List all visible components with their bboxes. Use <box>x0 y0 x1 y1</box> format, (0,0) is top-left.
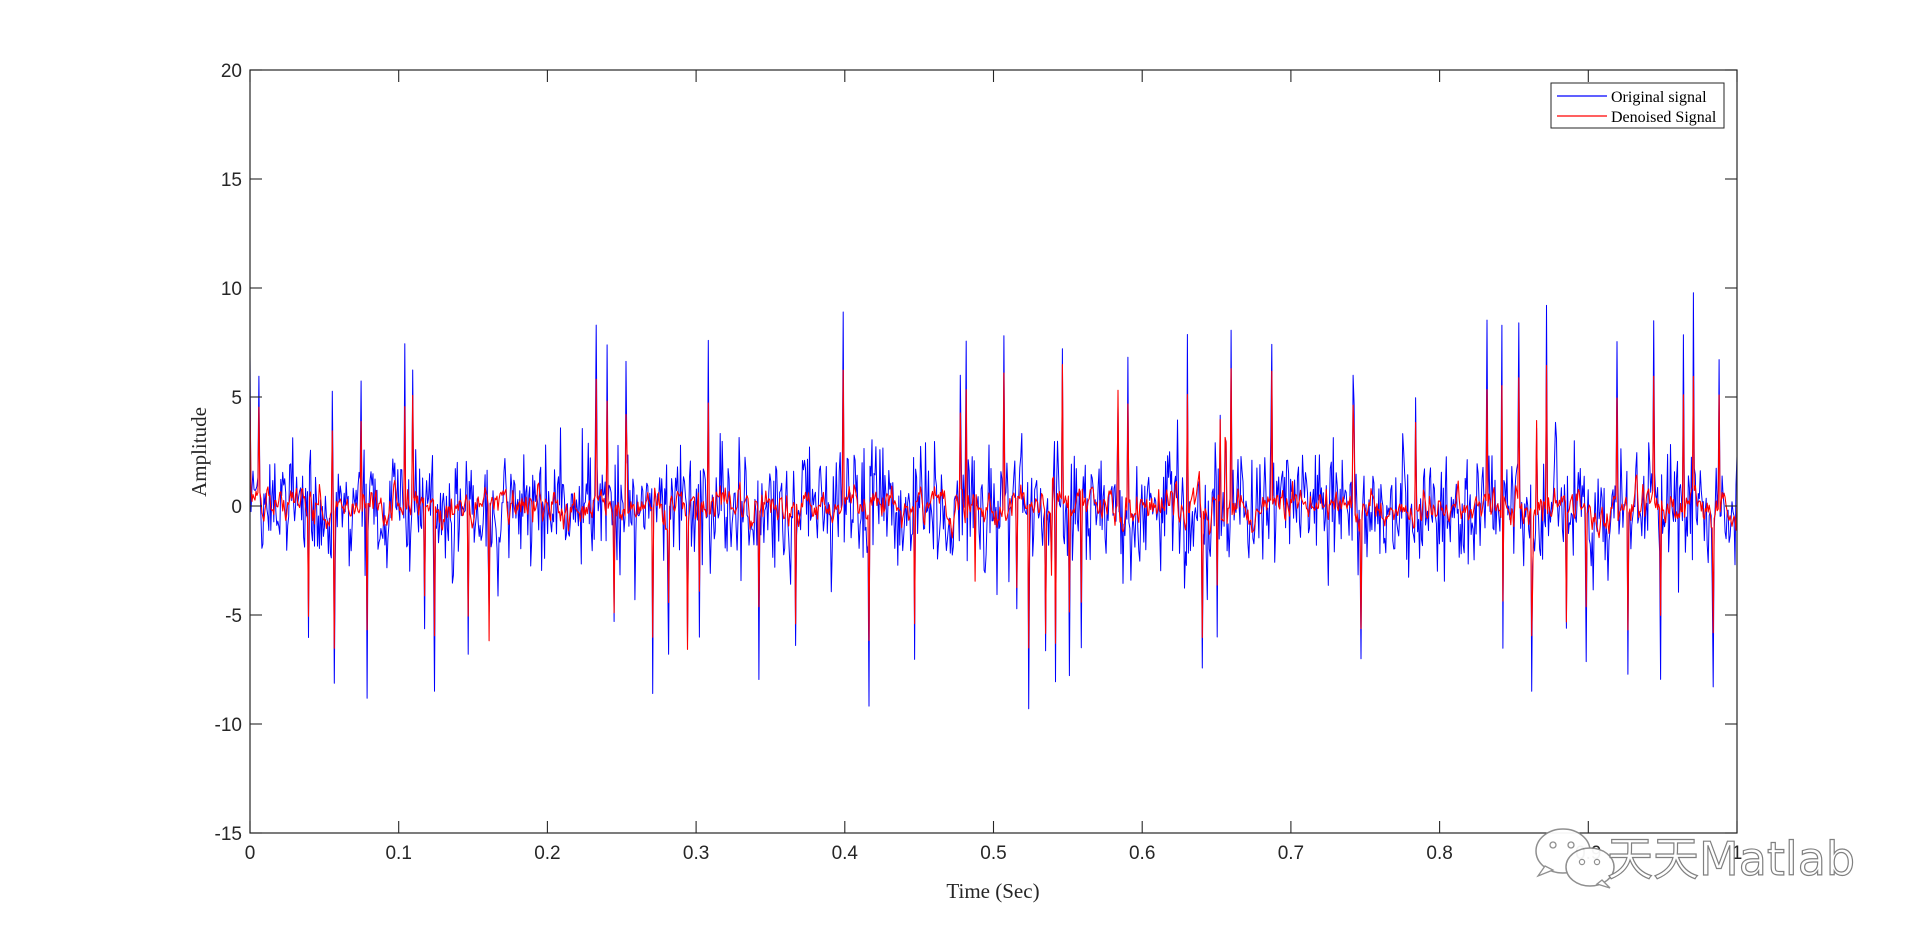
x-tick-label: 0 <box>245 843 256 864</box>
watermark-text: 天天Matlab <box>1607 832 1855 886</box>
legend-label-denoised: Denoised Signal <box>1611 109 1717 126</box>
x-tick-label: 0.2 <box>534 843 560 864</box>
y-axis-title: Amplitude <box>187 407 211 497</box>
original-signal-line <box>250 292 1737 710</box>
y-tick-label: -15 <box>215 824 242 845</box>
legend-label-original: Original signal <box>1611 89 1707 106</box>
y-tick-label: 20 <box>221 61 242 82</box>
x-tick-label: 0.5 <box>980 843 1006 864</box>
plot-area <box>250 292 1737 710</box>
x-axis-ticks: 00.10.20.30.40.50.60.70.80.91 <box>245 70 1743 864</box>
y-tick-label: 5 <box>231 388 242 409</box>
x-tick-label: 0.3 <box>683 843 709 864</box>
axes-box <box>249 69 1738 834</box>
x-axis-title: Time (Sec) <box>946 879 1039 903</box>
x-tick-label: 0.7 <box>1278 843 1304 864</box>
y-tick-label: -5 <box>225 606 242 627</box>
denoised-signal-line <box>250 364 1737 650</box>
x-tick-label: 0.1 <box>385 843 411 864</box>
y-tick-label: 10 <box>221 279 242 300</box>
watermark: 天天Matlab <box>1535 828 1856 889</box>
x-tick-label: 0.8 <box>1426 843 1452 864</box>
x-tick-label: 1 <box>1732 843 1743 864</box>
y-tick-label: 0 <box>231 497 242 518</box>
x-tick-label: 0.6 <box>1129 843 1155 864</box>
legend[interactable]: Original signal Denoised Signal <box>1550 82 1725 129</box>
legend-box <box>1550 82 1725 129</box>
y-axis-ticks: -15 -10 -5 0 5 10 15 20 <box>215 61 1737 845</box>
y-tick-label: 15 <box>221 170 242 191</box>
x-tick-label: 0.4 <box>832 843 859 864</box>
y-tick-label: -10 <box>215 715 242 736</box>
wechat-icon <box>1535 828 1615 889</box>
